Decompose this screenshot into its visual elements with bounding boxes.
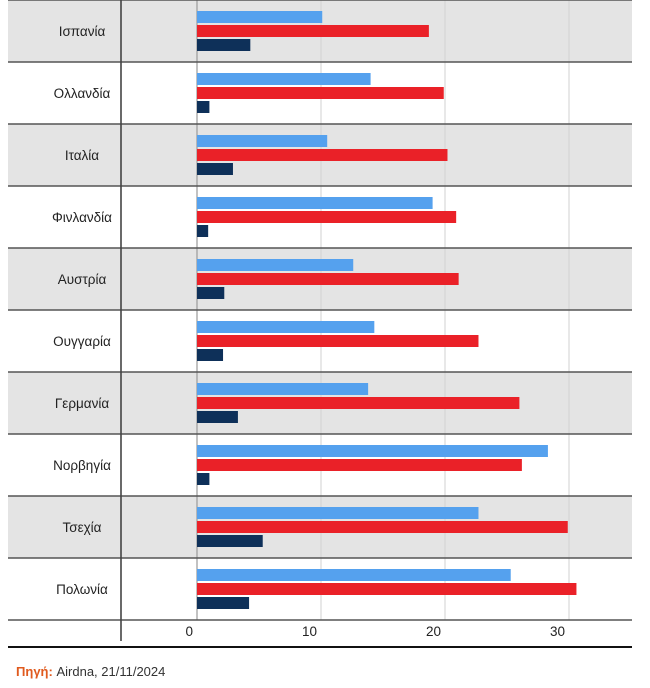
source-text: Airdna, 21/11/2024 xyxy=(56,664,166,679)
bar-series-3 xyxy=(197,101,210,113)
source-label: Πηγή: xyxy=(16,664,53,679)
bar-series-3 xyxy=(197,225,209,237)
bar-series-2 xyxy=(197,335,479,347)
bar-series-3 xyxy=(197,597,250,609)
category-label: Ολλανδία xyxy=(54,86,111,101)
bar-series-1 xyxy=(197,73,371,85)
tick-label: 30 xyxy=(550,624,565,639)
bars xyxy=(197,11,577,609)
bar-series-3 xyxy=(197,411,238,423)
bar-series-2 xyxy=(197,583,577,595)
tick-label: 10 xyxy=(302,624,317,639)
bar-series-1 xyxy=(197,197,433,209)
category-label: Γερμανία xyxy=(55,396,109,411)
bar-series-2 xyxy=(197,25,429,37)
bar-series-3 xyxy=(197,349,224,361)
tick-label: 0 xyxy=(185,624,193,639)
bar-series-2 xyxy=(197,87,444,99)
bar-series-3 xyxy=(197,287,225,299)
bar-series-1 xyxy=(197,321,375,333)
category-label: Αυστρία xyxy=(58,272,107,287)
bar-series-3 xyxy=(197,473,210,485)
tick-label: 20 xyxy=(426,624,441,639)
category-label: Ιταλία xyxy=(65,148,99,163)
category-label: Τσεχία xyxy=(62,520,101,535)
bar-series-1 xyxy=(197,11,323,23)
category-label: Ουγγαρία xyxy=(53,334,111,349)
category-label: Νορβηγία xyxy=(53,458,111,473)
bar-series-2 xyxy=(197,211,457,223)
bar-series-1 xyxy=(197,445,548,457)
bar-series-1 xyxy=(197,259,354,271)
source-line: Πηγή: Airdna, 21/11/2024 xyxy=(16,664,165,679)
category-label: Πολωνία xyxy=(56,582,108,597)
row-separators xyxy=(8,0,632,648)
bar-series-1 xyxy=(197,135,328,147)
bar-series-2 xyxy=(197,149,448,161)
bar-series-2 xyxy=(197,397,520,409)
bar-series-1 xyxy=(197,507,479,519)
bar-series-3 xyxy=(197,39,251,51)
category-label: Ισπανία xyxy=(59,24,106,39)
bar-series-1 xyxy=(197,383,369,395)
bar-series-3 xyxy=(197,163,233,175)
category-label: Φινλανδία xyxy=(52,210,112,225)
tick-labels: 0 10 20 30 xyxy=(185,624,565,639)
bar-series-1 xyxy=(197,569,511,581)
bar-series-3 xyxy=(197,535,263,547)
category-labels: Ισπανία Ολλανδία Ιταλία Φινλανδία Αυστρία Ουγ… xyxy=(52,24,112,597)
bar-series-2 xyxy=(197,521,568,533)
bar-series-2 xyxy=(197,273,459,285)
bar-series-2 xyxy=(197,459,522,471)
